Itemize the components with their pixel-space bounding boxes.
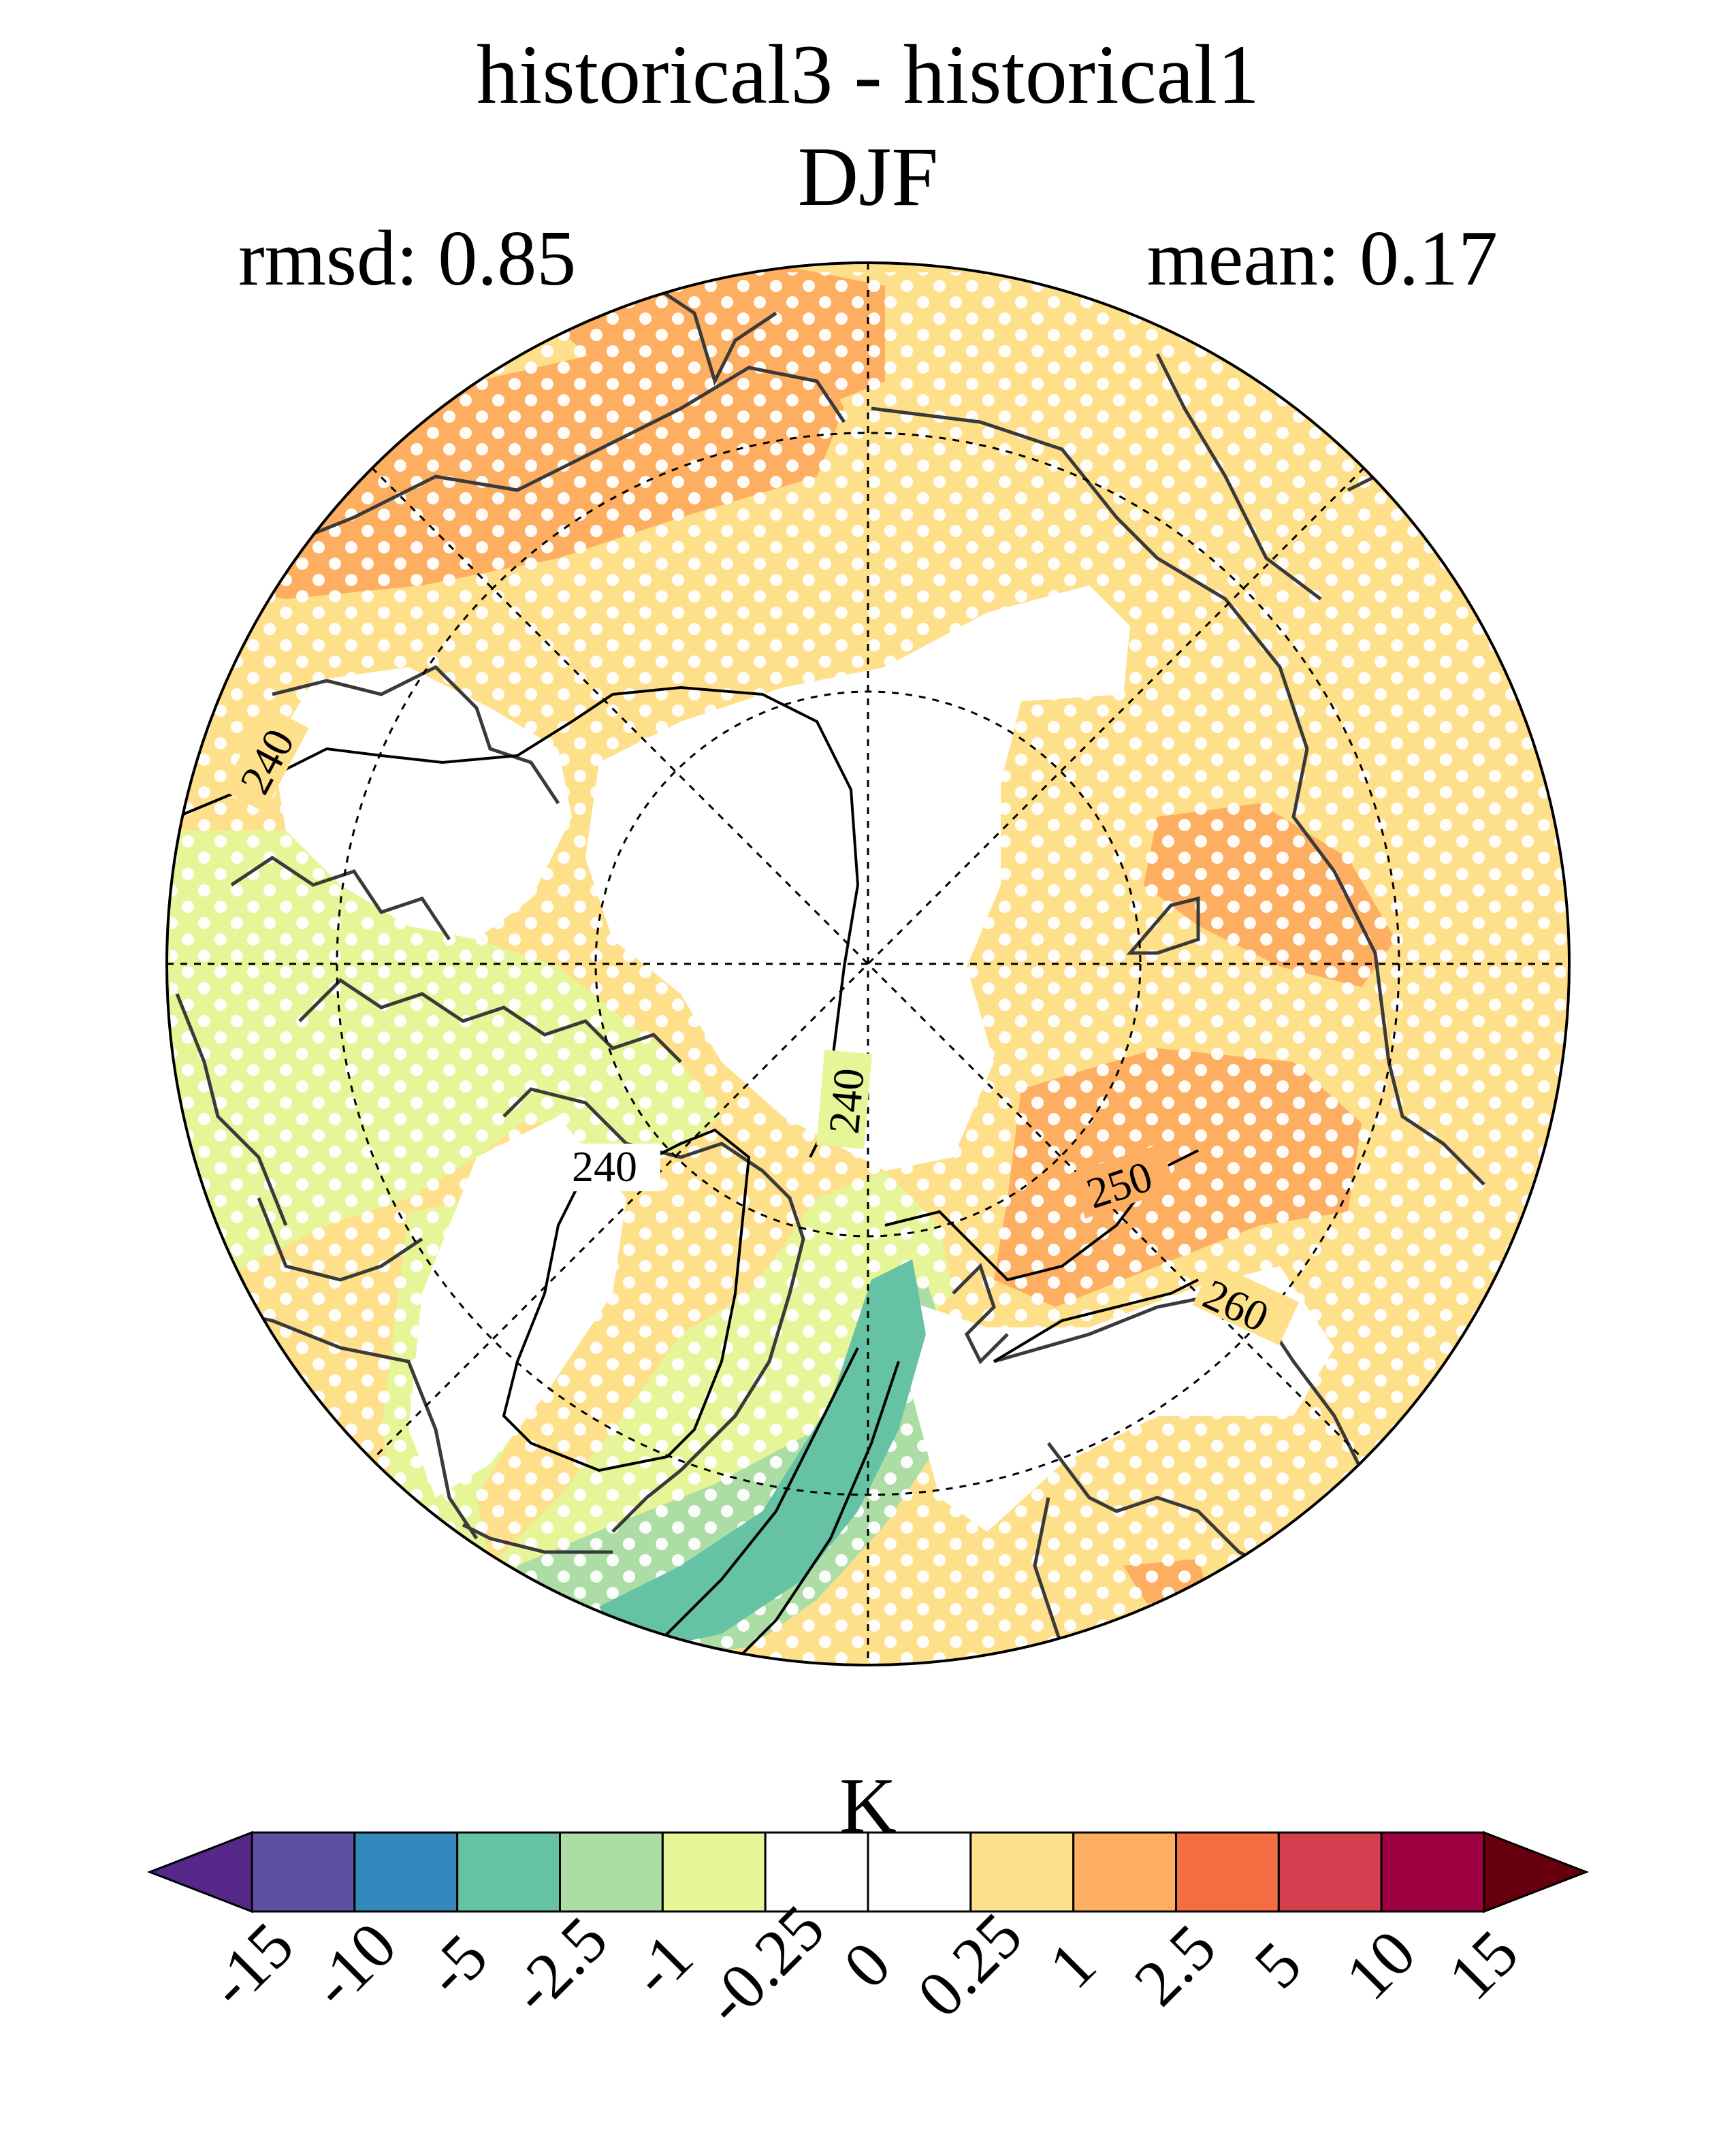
colorbar-extend-high: [1483, 1830, 1590, 1914]
colorbar-segment: [1380, 1831, 1485, 1913]
map-boundary: [165, 261, 1571, 1666]
colorbar-tick-label: 2.5: [1120, 1910, 1229, 2020]
colorbar-tick-label: 0: [829, 1927, 904, 2002]
colorbar-tick-label: -10: [297, 1908, 410, 2021]
colorbar-tick-label: -15: [194, 1908, 307, 2021]
colorbar-segment: [764, 1831, 869, 1913]
neutral-north-america-overlay: [408, 1116, 626, 1498]
colorbar-segment: [1175, 1831, 1280, 1913]
graticule: [167, 263, 1569, 1665]
mean-label: mean: 0.17: [1146, 215, 1498, 302]
colorbar-segment: [867, 1831, 972, 1913]
contour-labels: 240 240 240 250 260: [222, 705, 1300, 1346]
season-label: DJF: [797, 130, 939, 223]
colorbar-tick-label: -1: [616, 1920, 706, 2010]
colorbar-tick-label: 1: [1035, 1927, 1110, 2002]
colorbar-tick-label: 0.25: [903, 1899, 1035, 2031]
colorbar-segment: [559, 1831, 664, 1913]
colorbar-unit: K: [839, 1762, 897, 1850]
plot-title: historical3 - historical1: [476, 28, 1260, 121]
contours: [176, 685, 1199, 1665]
colorbar-tick-label: 5: [1240, 1927, 1315, 2002]
colorbar-tick-label: -0.25: [690, 1891, 838, 2039]
cool-band-aleutian-dark-overlay: [599, 1259, 926, 1654]
colorbar-tick-label: -5: [411, 1920, 501, 2010]
contour-label: 240: [572, 1142, 637, 1191]
colorbar-tick-label: 15: [1434, 1916, 1532, 2014]
contour-label: 240: [820, 1066, 873, 1135]
colorbar-tick-label: 10: [1332, 1916, 1430, 2014]
colorbar-tick-label: -2.5: [496, 1903, 621, 2027]
rmsd-label: rmsd: 0.85: [238, 215, 577, 302]
colorbar-segment: [353, 1831, 459, 1913]
colorbar-segment: [251, 1831, 356, 1913]
neutral-greenland-overlay: [272, 667, 572, 939]
neutral-pacific-band-overlay: [885, 1266, 1334, 1532]
colorbar-segment: [1072, 1831, 1177, 1913]
coastlines: [175, 284, 1485, 1648]
colorbar-segment: [1277, 1831, 1383, 1913]
